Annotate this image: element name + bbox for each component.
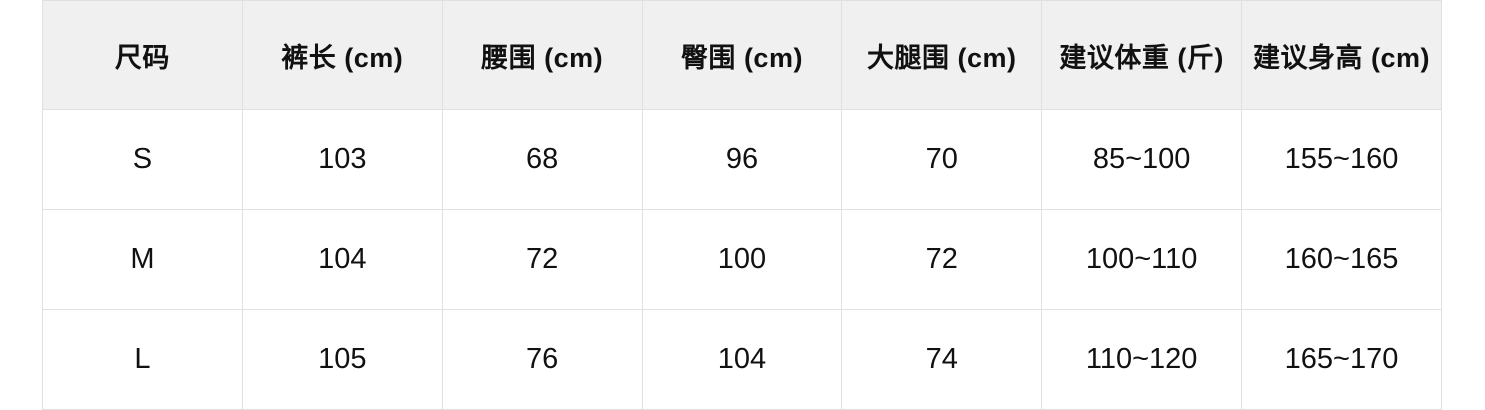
cell-hip: 100 bbox=[641, 209, 843, 310]
cell-hip: 104 bbox=[641, 309, 843, 410]
size-chart-table: 尺码 裤长 (cm) 腰围 (cm) 臀围 (cm) 大腿围 (cm) 建议体重… bbox=[42, 0, 1442, 410]
column-header-thigh: 大腿围 (cm) bbox=[841, 0, 1043, 110]
cell-suggested-weight: 85~100 bbox=[1041, 109, 1243, 210]
cell-suggested-height: 160~165 bbox=[1241, 209, 1442, 310]
table-row-size-s: S 103 68 96 70 85~100 155~160 bbox=[42, 109, 1442, 210]
column-header-suggested-height: 建议身高 (cm) bbox=[1241, 0, 1442, 110]
cell-suggested-weight: 110~120 bbox=[1041, 309, 1243, 410]
cell-pants-length: 105 bbox=[241, 309, 443, 410]
cell-waist: 76 bbox=[441, 309, 643, 410]
cell-waist: 72 bbox=[441, 209, 643, 310]
cell-hip: 96 bbox=[641, 109, 843, 210]
cell-suggested-height: 155~160 bbox=[1241, 109, 1442, 210]
cell-thigh: 70 bbox=[841, 109, 1043, 210]
table-row-size-m: M 104 72 100 72 100~110 160~165 bbox=[42, 209, 1442, 310]
cell-size: S bbox=[42, 109, 243, 210]
cell-pants-length: 103 bbox=[241, 109, 443, 210]
column-header-hip: 臀围 (cm) bbox=[641, 0, 843, 110]
cell-thigh: 74 bbox=[841, 309, 1043, 410]
table-header-row: 尺码 裤长 (cm) 腰围 (cm) 臀围 (cm) 大腿围 (cm) 建议体重… bbox=[42, 0, 1442, 110]
column-header-pants-length: 裤长 (cm) bbox=[241, 0, 443, 110]
column-header-suggested-weight: 建议体重 (斤) bbox=[1041, 0, 1243, 110]
table-row-size-l: L 105 76 104 74 110~120 165~170 bbox=[42, 309, 1442, 410]
cell-pants-length: 104 bbox=[241, 209, 443, 310]
cell-size: M bbox=[42, 209, 243, 310]
cell-waist: 68 bbox=[441, 109, 643, 210]
column-header-size: 尺码 bbox=[42, 0, 243, 110]
cell-suggested-height: 165~170 bbox=[1241, 309, 1442, 410]
column-header-waist: 腰围 (cm) bbox=[441, 0, 643, 110]
cell-thigh: 72 bbox=[841, 209, 1043, 310]
cell-suggested-weight: 100~110 bbox=[1041, 209, 1243, 310]
cell-size: L bbox=[42, 309, 243, 410]
